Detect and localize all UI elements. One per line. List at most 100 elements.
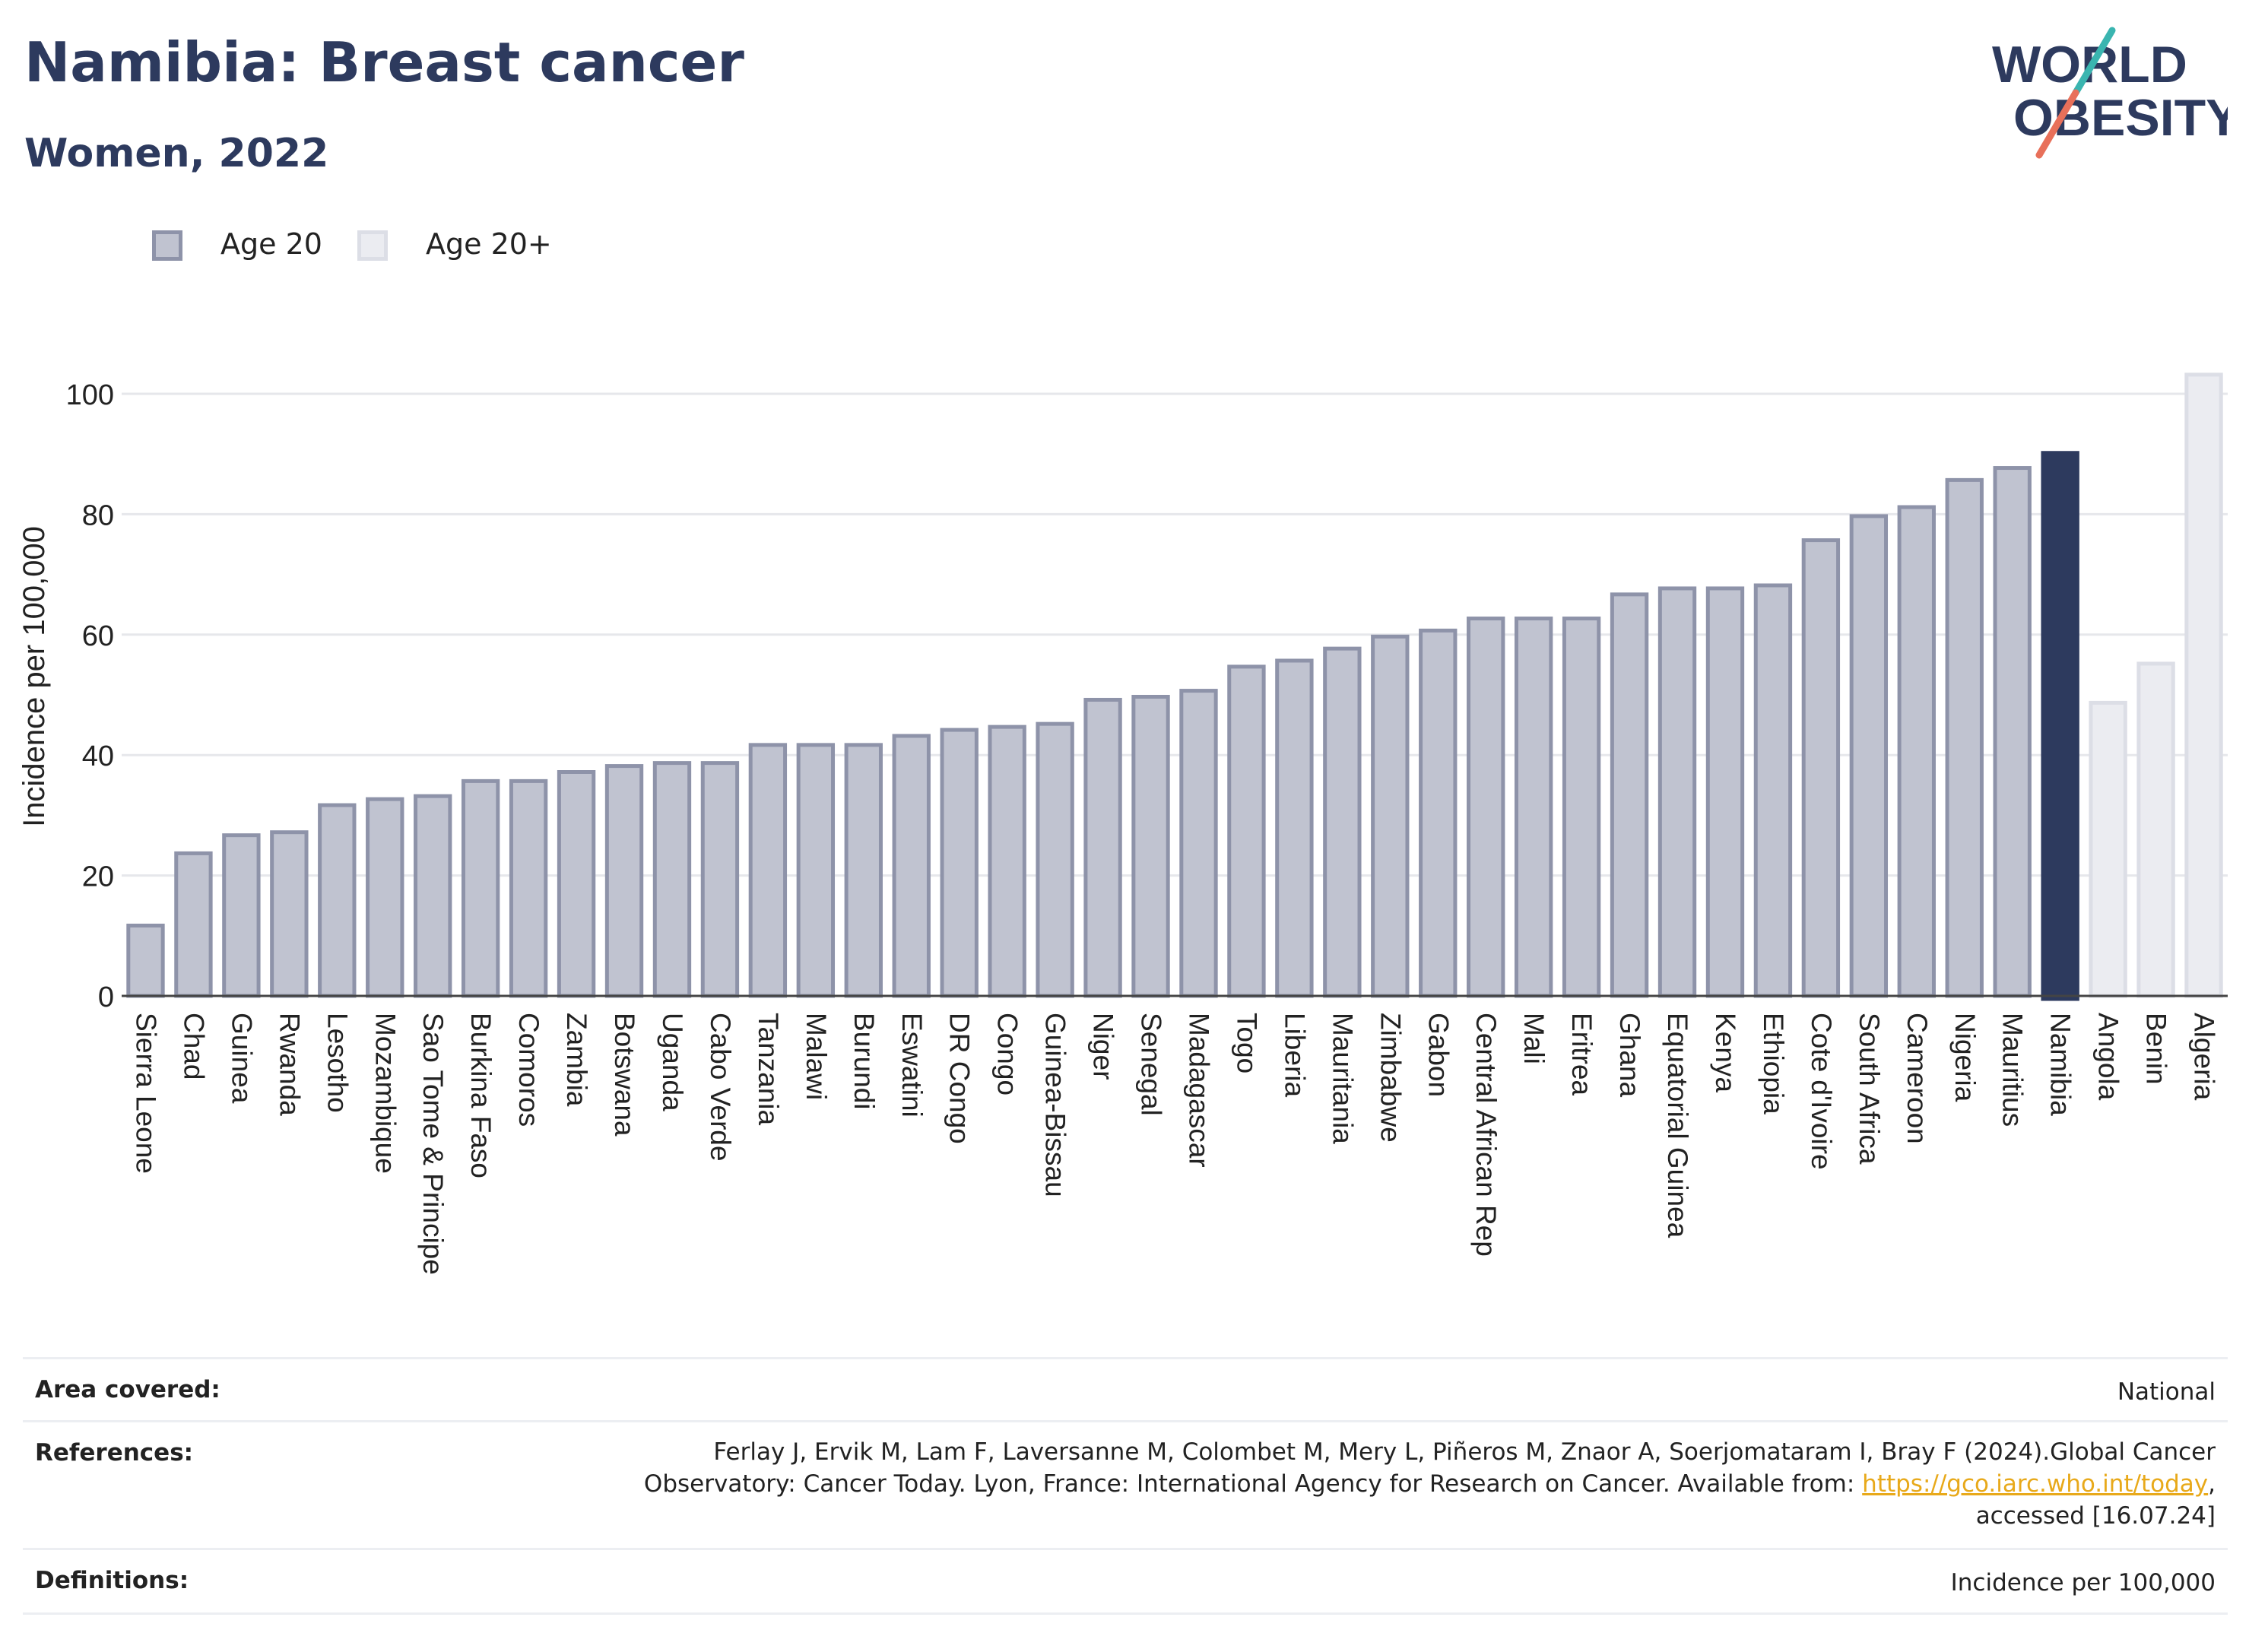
legend-swatch-age20 [152, 230, 182, 261]
y-tick-label: 40 [82, 740, 114, 772]
bar-equatorial-guinea[interactable] [1657, 586, 1697, 998]
bar-eswatini[interactable] [892, 734, 931, 998]
bar-chad[interactable] [174, 851, 213, 998]
chart-subtitle: Women, 2022 [24, 131, 329, 176]
x-tick-label: Uganda [657, 1013, 688, 1111]
bar-malawi[interactable] [796, 743, 836, 998]
bar-mozambique[interactable] [366, 797, 404, 998]
x-tick-label: Togo [1231, 1013, 1262, 1073]
references-label: References: [35, 1439, 194, 1467]
x-tick-label: Madagascar [1183, 1013, 1214, 1168]
x-tick-label: Kenya [1710, 1013, 1741, 1092]
x-tick-label: Algeria [2189, 1013, 2220, 1101]
references-line-3: accessed [16.07.24] [1975, 1502, 2216, 1530]
bar-comoros[interactable] [509, 778, 548, 998]
bar-madagascar[interactable] [1179, 689, 1218, 998]
x-tick-label: Mali [1518, 1013, 1550, 1064]
bar-rwanda[interactable] [270, 830, 309, 998]
legend-label-age20plus: Age 20+ [426, 227, 552, 261]
x-tick-label: Zimbabwe [1375, 1013, 1406, 1143]
bar-gabon[interactable] [1419, 628, 1458, 998]
bar-algeria[interactable] [2184, 373, 2223, 998]
bar-congo[interactable] [988, 725, 1026, 998]
x-tick-label: Benin [2141, 1013, 2172, 1085]
x-tick-label: Guinea-Bissau [1040, 1013, 1071, 1197]
bar-ethiopia[interactable] [1753, 583, 1793, 998]
bar-namibia[interactable] [2041, 451, 2079, 1001]
bar-south-africa[interactable] [1849, 514, 1889, 998]
x-tick-label: Central African Rep [1470, 1013, 1502, 1257]
bar-lesotho[interactable] [318, 803, 357, 998]
bar-burkina-faso[interactable] [461, 778, 500, 998]
footer-table: Area covered: National References: Ferla… [23, 1357, 2228, 1615]
x-tick-label: DR Congo [944, 1013, 975, 1144]
bar-senegal[interactable] [1131, 695, 1170, 998]
bar-togo[interactable] [1227, 664, 1266, 998]
logo-slash-bottom [2035, 89, 2079, 159]
y-tick-label: 100 [66, 379, 114, 411]
definitions-label: Definitions: [35, 1567, 189, 1594]
x-tick-label: Comoros [513, 1013, 544, 1127]
y-tick-label: 0 [98, 981, 114, 1013]
references-line-1: Ferlay J, Ervik M, Lam F, Laversanne M, … [713, 1438, 2216, 1466]
bar-sierra-leone[interactable] [126, 923, 165, 998]
definitions-value: Incidence per 100,000 [1950, 1569, 2216, 1597]
x-tick-label: Chad [178, 1013, 209, 1080]
x-tick-label: Gabon [1423, 1013, 1454, 1097]
x-tick-label: Tanzania [753, 1013, 784, 1126]
bar-cameroon[interactable] [1897, 505, 1936, 998]
x-tick-label: Nigeria [1949, 1013, 1981, 1102]
x-tick-label: Ethiopia [1758, 1013, 1789, 1115]
bar-guinea[interactable] [222, 833, 261, 998]
chart-title: Namibia: Breast cancer [24, 30, 744, 94]
bar-ghana[interactable] [1610, 592, 1649, 998]
bar-sao-tome-principe[interactable] [414, 794, 452, 998]
bar-eritrea[interactable] [1562, 617, 1601, 998]
bar-chart: 0 20 40 60 80 100 Sierra Leone Chad Guinea Rwand… [17, 373, 2228, 1275]
x-tick-label: Burundi [849, 1013, 880, 1110]
world-obesity-logo: WORLD OBESITY [1992, 27, 2228, 159]
x-tick-label: Angola [2093, 1013, 2124, 1101]
x-tick-label: Cote d'Ivoire [1806, 1013, 1837, 1170]
footer-row-area: Area covered: National [23, 1357, 2228, 1420]
x-tick-label: Eswatini [896, 1013, 928, 1118]
bar-cabo-verde[interactable] [700, 761, 740, 998]
x-tick-label: Niger [1088, 1013, 1119, 1080]
bar-dr-congo[interactable] [940, 728, 979, 998]
references-link[interactable]: https://gco.iarc.who.int/today [1862, 1470, 2209, 1498]
bar-tanzania[interactable] [748, 743, 788, 998]
y-axis-label: Incidence per 100,000 [17, 526, 51, 827]
bar-burundi[interactable] [844, 743, 883, 998]
bar-central-african-rep[interactable] [1467, 617, 1505, 998]
x-tick-label: Equatorial Guinea [1662, 1013, 1693, 1238]
bar-botswana[interactable] [604, 764, 644, 998]
bar-zimbabwe[interactable] [1371, 634, 1410, 998]
y-tick-label: 80 [82, 499, 114, 531]
bar-mauritania[interactable] [1323, 646, 1362, 998]
footer-row-definitions: Definitions: Incidence per 100,000 [23, 1548, 2228, 1615]
bar-benin[interactable] [2136, 661, 2175, 998]
bars [126, 373, 2223, 1001]
x-tick-label: Liberia [1279, 1013, 1310, 1097]
bar-angola[interactable] [2089, 700, 2127, 998]
bar-nigeria[interactable] [1945, 477, 1984, 998]
bar-zambia[interactable] [557, 770, 596, 998]
x-tick-label: Cabo Verde [705, 1013, 736, 1161]
legend-swatch-age20plus [357, 230, 388, 261]
bar-mali[interactable] [1514, 617, 1553, 998]
references-line-2: Observatory: Cancer Today. Lyon, France:… [643, 1470, 2216, 1498]
x-tick-label: Rwanda [274, 1013, 305, 1116]
bar-liberia[interactable] [1275, 658, 1314, 998]
area-covered-value: National [2117, 1378, 2216, 1406]
bar-kenya[interactable] [1705, 586, 1745, 998]
bar-mauritius[interactable] [1993, 466, 2032, 998]
bar-guinea-bissau[interactable] [1036, 721, 1074, 998]
y-tick-label: 60 [82, 620, 114, 652]
x-tick-label: Mauritius [1997, 1013, 2029, 1127]
bar-uganda[interactable] [652, 761, 692, 998]
legend-label-age20: Age 20 [220, 227, 322, 261]
area-covered-label: Area covered: [35, 1376, 220, 1403]
bar-cote-d-ivoire[interactable] [1801, 538, 1841, 998]
bar-niger[interactable] [1083, 697, 1122, 998]
x-tick-label: Lesotho [322, 1013, 353, 1113]
